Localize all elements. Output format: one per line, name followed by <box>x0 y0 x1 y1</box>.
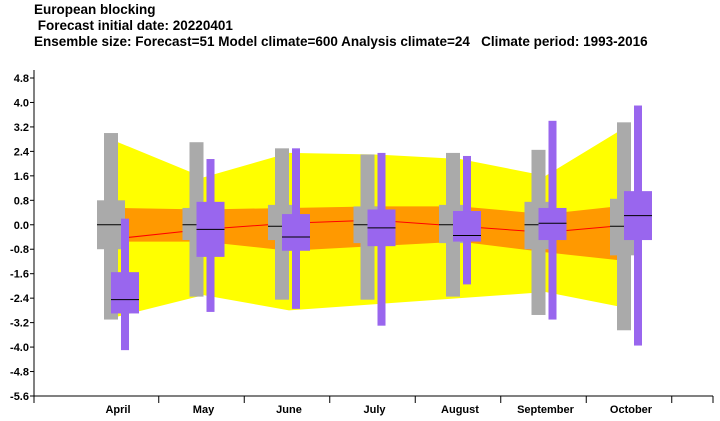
chart-header: European blocking Forecast initial date:… <box>34 2 714 50</box>
x-tick-label-october: October <box>610 404 653 416</box>
y-tick-label: -2.4 <box>10 293 30 305</box>
forecast-box <box>538 207 567 241</box>
y-tick-label: -5.6 <box>10 391 29 403</box>
x-tick-label-may: May <box>193 404 215 416</box>
month-boxes-july <box>353 152 396 326</box>
x-tick-label-june: June <box>276 404 302 416</box>
box-plots <box>97 105 652 351</box>
y-tick-label: -4.8 <box>10 367 29 379</box>
ensemble-info: Ensemble size: Forecast=51 Model climate… <box>34 34 648 49</box>
chart-axes: 4.8 4.0 3.2 2.4 1.6 0.8 0.0 -0.8 -1.6 -2.4 -3.2 -4.… <box>10 70 714 416</box>
month-boxes-august <box>439 152 481 297</box>
forecast-date: Forecast initial date: 20220401 <box>34 18 233 33</box>
forecast-box <box>453 211 481 242</box>
y-tick-label: 1.6 <box>14 171 29 183</box>
y-tick-label: -3.2 <box>10 318 29 330</box>
x-tick-label-april: April <box>105 404 130 416</box>
y-tick-label: -1.6 <box>10 269 29 281</box>
month-boxes-april <box>97 133 139 351</box>
y-tick-label: 3.2 <box>14 122 29 134</box>
y-tick-label: 0.0 <box>14 220 29 232</box>
forecast-box <box>282 214 310 251</box>
x-tick-label-july: July <box>363 404 386 416</box>
month-boxes-june <box>268 148 310 309</box>
forecast-box <box>111 272 139 314</box>
month-boxes-october <box>610 105 652 346</box>
y-tick-label: 0.8 <box>14 195 29 207</box>
y-tick-label: -4.0 <box>10 342 29 354</box>
x-tick-label-august: August <box>441 404 479 416</box>
y-tick-label: -0.8 <box>10 244 29 256</box>
month-boxes-may <box>182 142 225 312</box>
y-tick-label: 4.8 <box>14 73 29 85</box>
chart-title: European blocking <box>34 2 156 17</box>
y-tick-label: 4.0 <box>14 97 29 109</box>
y-tick-label: 2.4 <box>14 146 30 158</box>
x-tick-label-september: September <box>517 404 575 416</box>
month-boxes-september <box>524 120 567 320</box>
